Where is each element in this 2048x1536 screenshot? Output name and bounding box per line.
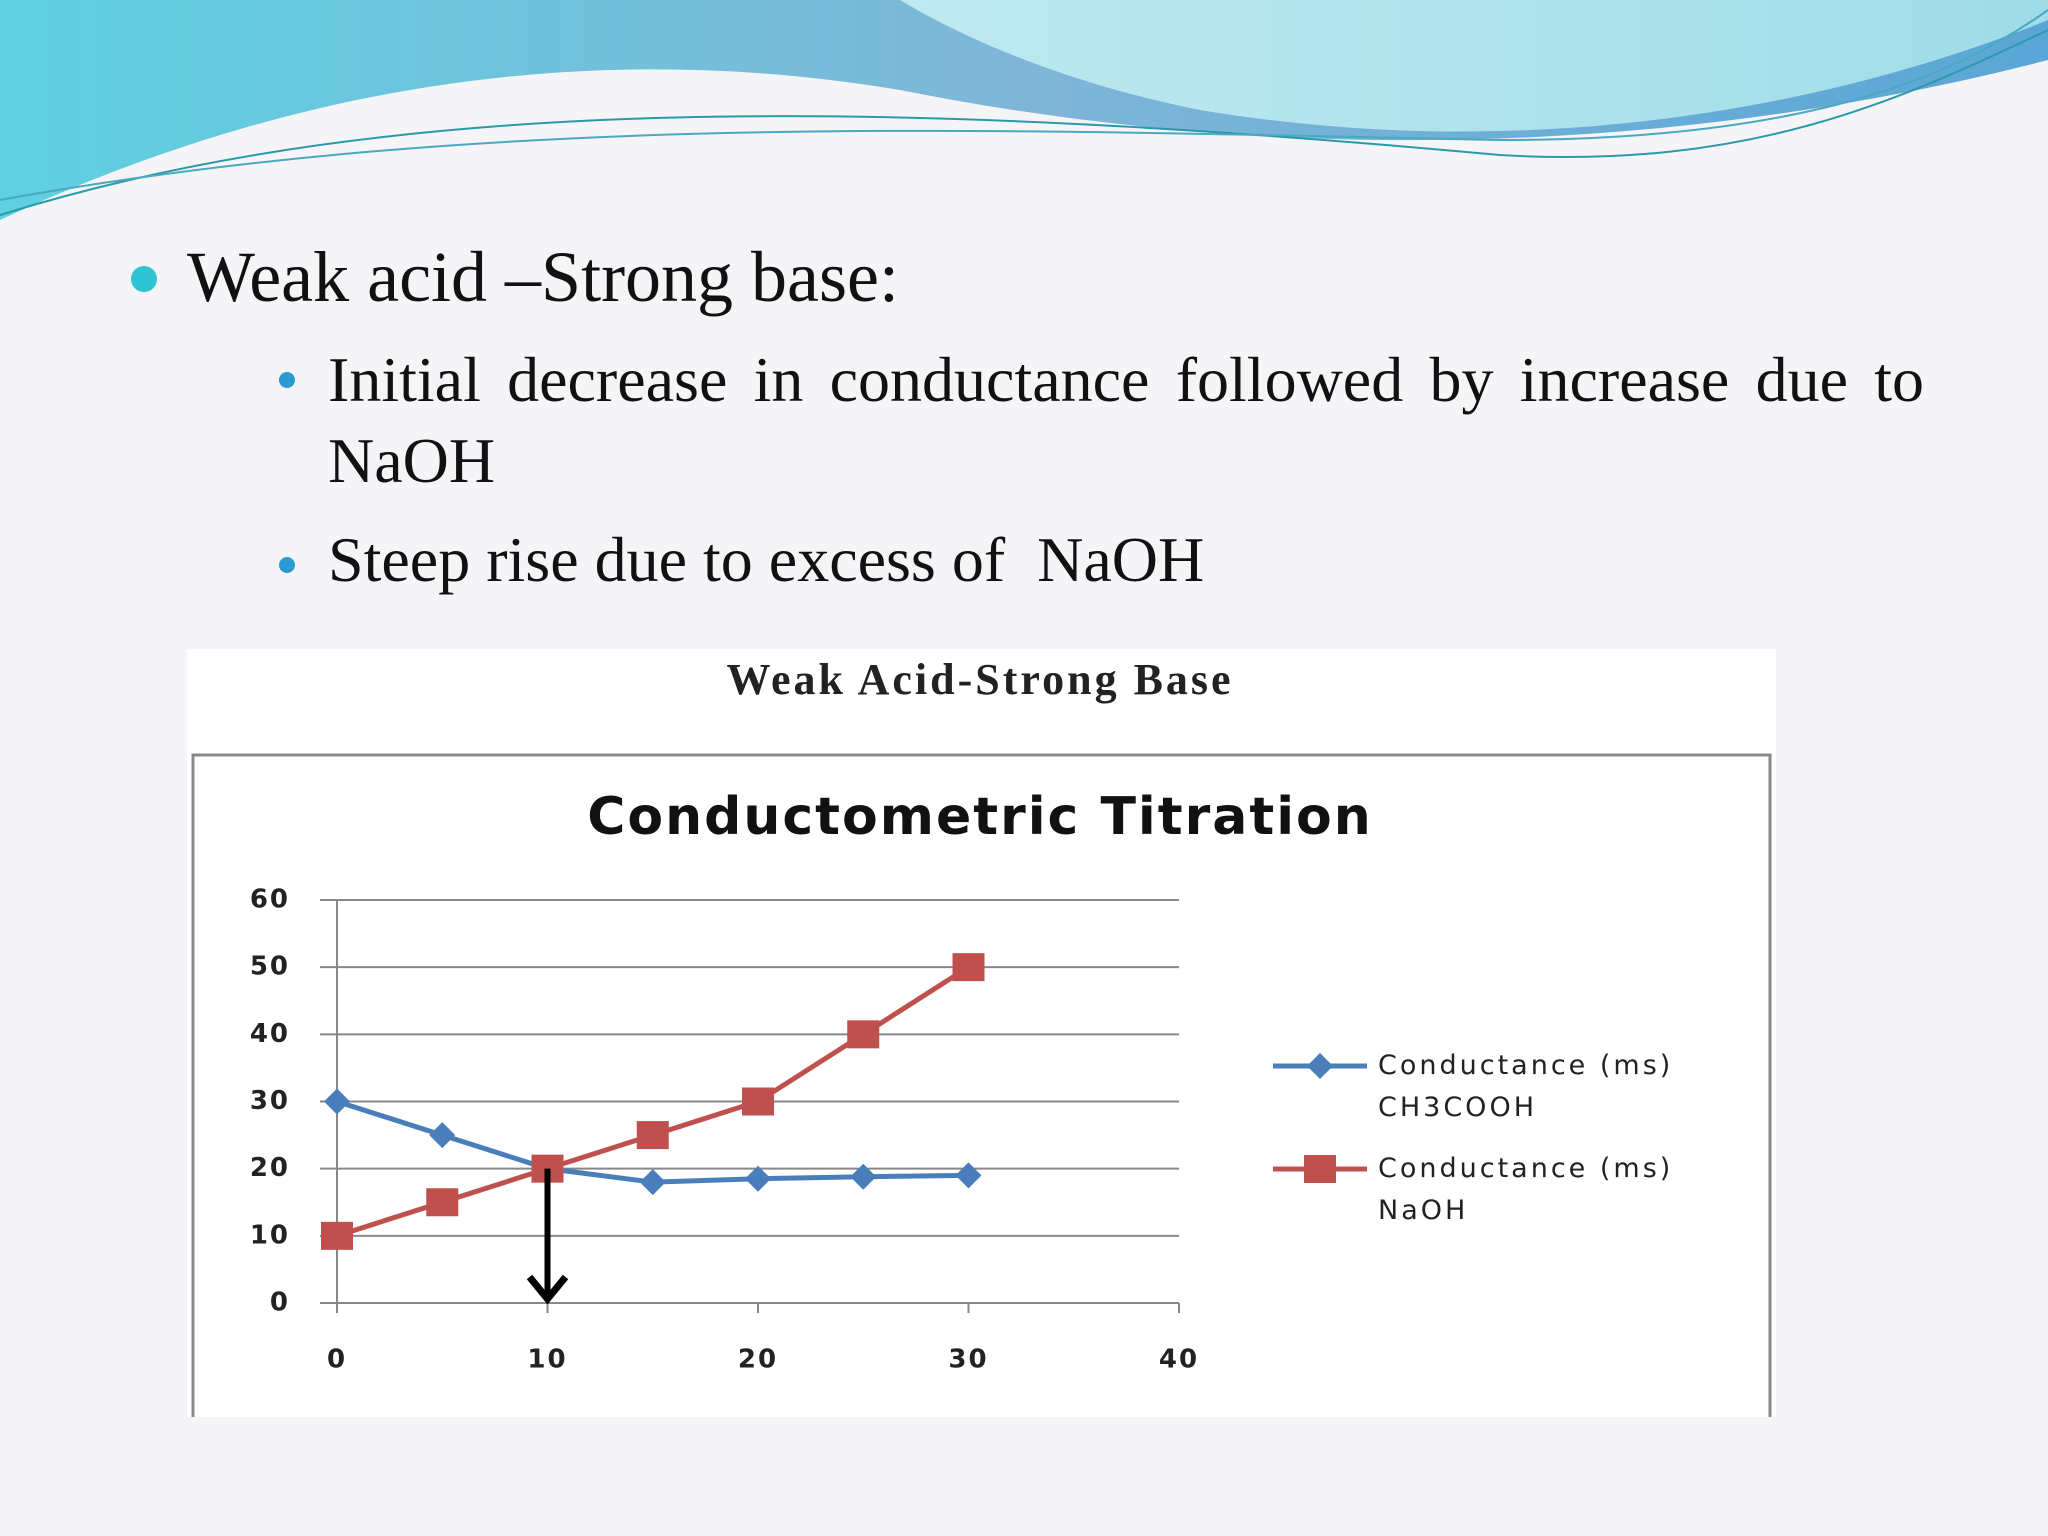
bullet-dot bbox=[279, 372, 295, 388]
bullet-dot bbox=[131, 266, 157, 292]
marker bbox=[324, 1088, 350, 1115]
marker bbox=[850, 1163, 877, 1190]
marker bbox=[429, 1122, 456, 1149]
x-tick-label: 30 bbox=[948, 1345, 988, 1375]
marker bbox=[639, 1169, 666, 1196]
wave-line bbox=[0, 29, 2048, 216]
marker bbox=[952, 953, 985, 982]
bullet-dot bbox=[279, 557, 295, 573]
marker bbox=[745, 1165, 771, 1192]
marker bbox=[1307, 1053, 1333, 1079]
bullet: Initial decrease in conductance followed… bbox=[328, 344, 1924, 496]
marker bbox=[742, 1087, 774, 1116]
y-tick-label: 60 bbox=[250, 885, 290, 915]
marker bbox=[847, 1020, 880, 1049]
heading: Weak acid –Strong base: bbox=[187, 237, 899, 317]
marker bbox=[426, 1188, 459, 1217]
x-tick-label: 10 bbox=[527, 1345, 567, 1375]
wave bbox=[900, 0, 2048, 132]
y-tick-label: 0 bbox=[270, 1288, 290, 1318]
chart-frame bbox=[191, 753, 1772, 1417]
x-tick-label: 0 bbox=[327, 1345, 347, 1375]
bullet: Steep rise due to excess of NaOH bbox=[328, 524, 1205, 595]
y-tick-label: 30 bbox=[250, 1086, 290, 1116]
y-tick-label: 20 bbox=[250, 1153, 290, 1183]
wave-line bbox=[0, 9, 2048, 201]
y-tick-label: 10 bbox=[250, 1220, 290, 1250]
legend-label: Conductance (ms) NaOH bbox=[1378, 1153, 1674, 1226]
figure bbox=[187, 649, 1776, 1417]
x-tick-label: 40 bbox=[1159, 1345, 1199, 1375]
figure-title: Weak Acid-Strong Base bbox=[726, 655, 1233, 704]
marker bbox=[955, 1162, 982, 1189]
chart-title: Conductometric Titration bbox=[587, 787, 1373, 847]
arrow-head bbox=[526, 1274, 569, 1305]
plot: 0 10 20 30 40 50 60 0 10 20 30 40 bbox=[250, 885, 1367, 1375]
y-tick-label: 40 bbox=[250, 1019, 290, 1049]
marker bbox=[321, 1221, 353, 1250]
legend-label: Conductance (ms) CH3COOH bbox=[1378, 1050, 1674, 1123]
y-tick-label: 50 bbox=[250, 952, 290, 982]
marker bbox=[1304, 1155, 1336, 1183]
x-tick-label: 20 bbox=[738, 1345, 778, 1375]
marker bbox=[636, 1121, 669, 1150]
